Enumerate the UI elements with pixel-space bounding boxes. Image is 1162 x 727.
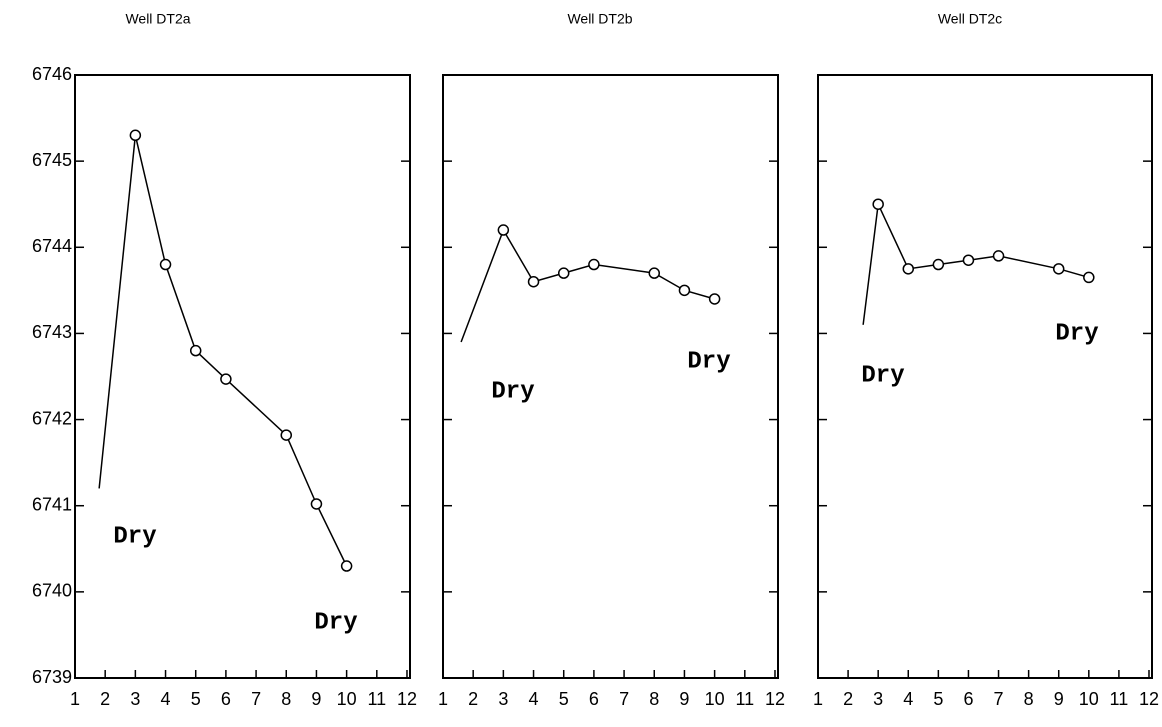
data-point xyxy=(872,198,884,210)
x-tick-label: 12 xyxy=(1139,689,1159,709)
x-tick-label: 7 xyxy=(251,689,261,709)
data-point xyxy=(902,263,915,275)
x-tick-label: 12 xyxy=(397,689,417,709)
x-tick-label: 8 xyxy=(281,689,291,709)
x-tick-label: 6 xyxy=(589,689,599,709)
x-tick-label: 10 xyxy=(337,689,357,709)
x-tick-label: 3 xyxy=(873,689,883,709)
x-tick-label: 12 xyxy=(765,689,785,709)
x-tick-label: 2 xyxy=(100,689,110,709)
y-tick-label: 6744 xyxy=(32,236,72,256)
data-point xyxy=(189,344,202,357)
x-tick-label: 6 xyxy=(221,689,231,709)
x-tick-label: 9 xyxy=(1054,689,1064,709)
data-line xyxy=(460,228,715,343)
panel-title: Well DT2c xyxy=(938,11,1002,27)
data-point xyxy=(527,275,540,288)
x-tick-label: 1 xyxy=(70,689,80,709)
x-tick-label: 9 xyxy=(311,689,321,709)
annotation: Dry xyxy=(314,609,357,636)
x-tick-label: 4 xyxy=(529,689,539,709)
y-tick-label: 6743 xyxy=(32,322,72,342)
plot-frame xyxy=(74,74,411,679)
plot-frame xyxy=(817,74,1153,679)
data-point xyxy=(1083,271,1095,284)
data-point xyxy=(220,373,232,385)
data-point xyxy=(310,498,323,510)
data-point xyxy=(280,429,293,441)
data-point xyxy=(648,267,661,279)
annotation: Dry xyxy=(1055,320,1098,347)
data-point xyxy=(1052,263,1065,275)
x-tick-label: 2 xyxy=(468,689,478,709)
x-tick-label: 10 xyxy=(705,689,725,709)
x-tick-label: 5 xyxy=(933,689,943,709)
x-tick-label: 5 xyxy=(191,689,201,709)
y-tick-label: 6745 xyxy=(32,150,72,170)
x-tick-label: 6 xyxy=(963,689,973,709)
y-tick-label: 6742 xyxy=(32,408,72,428)
x-tick-label: 2 xyxy=(843,689,853,709)
x-tick-label: 1 xyxy=(438,689,448,709)
data-point xyxy=(129,129,142,142)
y-tick-label: 6740 xyxy=(32,581,72,601)
annotation: Dry xyxy=(687,348,730,375)
annotation: Dry xyxy=(861,362,904,389)
x-tick-label: 5 xyxy=(559,689,569,709)
annotation: Dry xyxy=(113,523,156,550)
annotation: Dry xyxy=(491,378,534,405)
data-point xyxy=(497,224,510,236)
x-tick-label: 4 xyxy=(161,689,171,709)
x-tick-label: 7 xyxy=(994,689,1004,709)
y-tick-label: 6741 xyxy=(32,494,72,514)
x-tick-label: 3 xyxy=(498,689,508,709)
data-point xyxy=(159,258,172,271)
x-tick-label: 11 xyxy=(367,689,386,709)
data-line xyxy=(862,201,1090,325)
plot-frame xyxy=(442,74,779,679)
y-tick-label: 6746 xyxy=(32,64,72,84)
x-tick-label: 3 xyxy=(130,689,140,709)
data-point xyxy=(678,284,691,297)
data-point xyxy=(557,267,570,279)
data-point xyxy=(992,250,1005,262)
x-tick-label: 1 xyxy=(813,689,823,709)
data-point xyxy=(962,254,975,266)
x-tick-label: 8 xyxy=(1024,689,1034,709)
panel-title: Well DT2b xyxy=(567,11,632,27)
x-tick-label: 11 xyxy=(735,689,754,709)
data-point xyxy=(708,293,721,305)
y-tick-label: 6739 xyxy=(32,667,72,687)
data-point xyxy=(588,258,600,271)
panel-title: Well DT2a xyxy=(125,11,190,27)
data-line xyxy=(98,135,348,567)
data-point xyxy=(932,258,945,271)
data-point xyxy=(340,560,353,572)
x-tick-label: 11 xyxy=(1110,689,1129,709)
x-tick-label: 10 xyxy=(1079,689,1099,709)
x-tick-label: 9 xyxy=(679,689,689,709)
x-tick-label: 4 xyxy=(903,689,913,709)
x-tick-label: 7 xyxy=(619,689,629,709)
x-tick-label: 8 xyxy=(649,689,659,709)
